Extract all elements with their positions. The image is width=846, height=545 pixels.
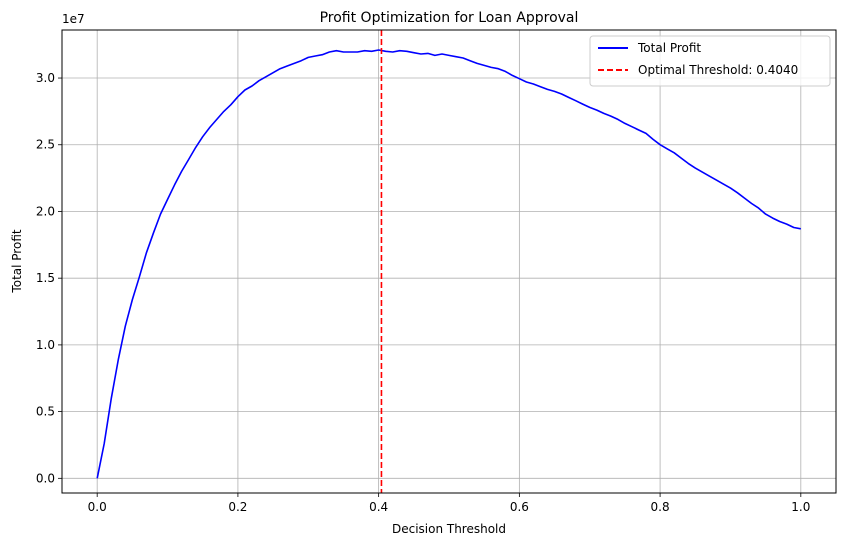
chart-title: Profit Optimization for Loan Approval <box>320 10 579 26</box>
plot-frame <box>61 29 837 494</box>
legend-box <box>589 35 831 87</box>
y-tick-label: 1.5 <box>36 271 55 285</box>
y-axis-label: Total Profit <box>10 229 24 293</box>
y-tick-label: 2.5 <box>36 138 55 152</box>
series-layer <box>96 30 801 493</box>
x-axis: 0.0 0.2 0.4 0.6 0.8 1.0 <box>88 493 810 514</box>
y-offset-label: 1e7 <box>62 12 85 26</box>
x-tick-label: 0.4 <box>369 500 388 514</box>
x-tick-label: 0.2 <box>228 500 247 514</box>
y-tick-label: 1.0 <box>36 338 55 352</box>
y-tick-label: 2.0 <box>36 204 55 218</box>
x-tick-label: 1.0 <box>791 500 810 514</box>
y-tick-label: 0.5 <box>36 405 55 419</box>
x-axis-label: Decision Threshold <box>392 522 506 536</box>
y-tick-label: 0.0 <box>36 471 55 485</box>
series-line-total-profit <box>96 49 801 479</box>
grid <box>62 30 836 493</box>
y-tick-label: 3.0 <box>36 71 55 85</box>
x-tick-label: 0.6 <box>510 500 529 514</box>
legend-label-optimal-threshold: Optimal Threshold: 0.4040 <box>638 63 798 77</box>
x-tick-label: 0.8 <box>651 500 670 514</box>
legend-label-total-profit: Total Profit <box>637 41 701 55</box>
plot-area <box>62 30 836 493</box>
legend: Total Profit Optimal Threshold: 0.4040 <box>589 35 831 87</box>
y-axis: 0.0 0.5 1.0 1.5 2.0 2.5 3.0 <box>36 71 62 485</box>
x-tick-label: 0.0 <box>88 500 107 514</box>
